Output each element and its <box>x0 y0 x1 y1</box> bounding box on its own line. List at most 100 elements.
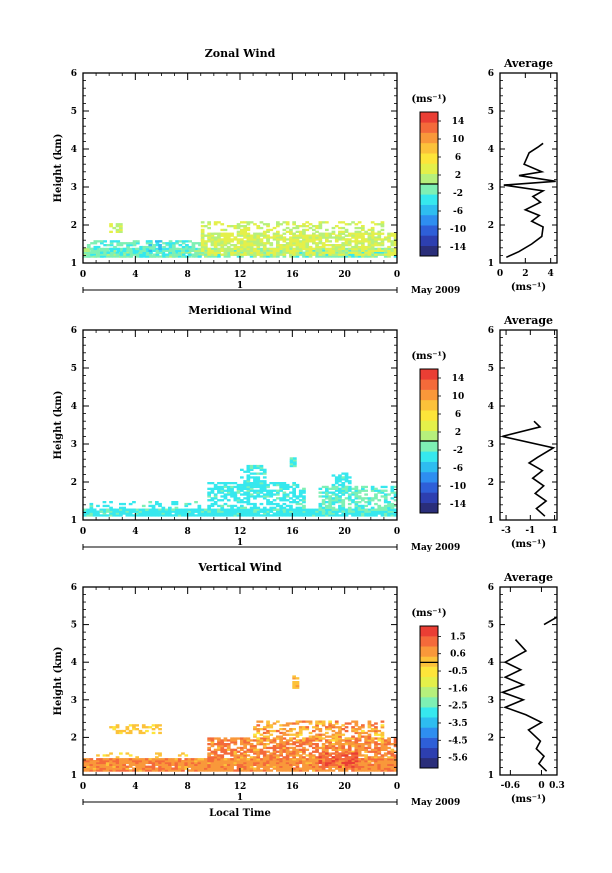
heatmap-cell <box>377 236 382 239</box>
heatmap-cell <box>217 240 221 243</box>
heatmap-cell <box>377 251 382 254</box>
heatmap-cell <box>325 514 329 517</box>
heatmap-cell <box>334 510 339 513</box>
heatmap-cell <box>331 502 336 506</box>
heatmap-cell <box>233 739 238 742</box>
heatmap-cell <box>200 245 205 249</box>
heatmap-cell <box>246 491 251 494</box>
heatmap-cell <box>240 242 244 245</box>
heatmap-cell <box>393 499 398 502</box>
heatmap-cell <box>318 756 323 759</box>
heatmap-cell <box>105 247 110 251</box>
heatmap-cell <box>259 483 264 487</box>
y-tick-label: 1 <box>71 516 77 526</box>
heatmap-cell <box>236 238 241 241</box>
heatmap-cell <box>374 733 378 736</box>
heatmap-cell <box>282 253 287 256</box>
heatmap-cell <box>285 495 290 498</box>
heatmap-cell <box>132 244 137 247</box>
heatmap-cell <box>119 763 123 766</box>
heatmap-cell <box>207 761 211 765</box>
heatmap-cell <box>240 232 244 235</box>
heatmap-cell <box>390 506 395 509</box>
heatmap-cell <box>119 223 123 226</box>
heatmap-cell <box>315 726 319 729</box>
heatmap-cell <box>354 497 359 500</box>
heatmap-cell <box>325 489 329 492</box>
heatmap-cell <box>187 514 192 517</box>
heatmap-cell <box>315 225 319 228</box>
heatmap-cell <box>361 234 365 237</box>
heatmap-cell <box>305 247 310 251</box>
heatmap-cell <box>155 249 160 252</box>
heatmap-cell <box>374 223 378 226</box>
heatmap-cell <box>210 242 215 245</box>
heatmap-cell <box>269 251 274 254</box>
heatmap-cell <box>89 767 94 770</box>
heatmap-cell <box>226 748 231 751</box>
heatmap-cell <box>285 487 290 490</box>
heatmap-cell <box>243 225 247 228</box>
heatmap-cell <box>357 735 362 738</box>
y-tick-label: 5 <box>71 107 77 117</box>
heatmap-cell <box>230 765 234 768</box>
heatmap-cell <box>151 765 156 768</box>
heatmap-cell <box>344 729 349 733</box>
heatmap-cell <box>99 510 104 513</box>
heatmap-cell <box>318 240 323 243</box>
heatmap-cell <box>285 514 290 517</box>
heatmap-cell <box>344 739 349 742</box>
heatmap-cell <box>207 737 211 740</box>
heatmap-cell <box>282 748 287 751</box>
heatmap-cell <box>220 748 225 751</box>
heatmap-cell <box>334 487 339 490</box>
heatmap-cell <box>161 767 166 770</box>
heatmap-cell <box>168 255 172 258</box>
heatmap-cell <box>184 514 189 517</box>
heatmap-cell <box>285 763 290 766</box>
heatmap-cell <box>276 512 280 515</box>
heatmap-cell <box>312 225 316 228</box>
heatmap-cell <box>253 480 257 483</box>
heatmap-cell <box>184 758 189 761</box>
heatmap-cell <box>344 249 349 252</box>
heatmap-cell <box>126 244 130 247</box>
heatmap-cell <box>213 242 218 245</box>
heatmap-cell <box>236 253 241 256</box>
heatmap-cell <box>292 253 296 256</box>
heatmap-cell <box>374 249 378 252</box>
heatmap-cell <box>207 495 211 498</box>
heatmap-cell <box>354 748 359 751</box>
heatmap-cell <box>243 245 247 249</box>
x-tick-label: 20 <box>338 270 351 280</box>
heatmap-cell <box>112 249 117 252</box>
heatmap-cell <box>331 744 336 748</box>
heatmap-cell <box>105 761 110 765</box>
heatmap-cell <box>298 729 303 733</box>
colorbar-swatch <box>420 214 438 226</box>
heatmap-cell <box>119 226 123 230</box>
heatmap-cell <box>240 234 244 237</box>
heatmap-cell <box>361 744 365 748</box>
heatmap-cell <box>351 247 355 251</box>
heatmap-cell <box>361 253 365 256</box>
heatmap-cell <box>318 251 323 254</box>
heatmap-cell <box>115 729 120 733</box>
heatmap-cell <box>115 251 120 254</box>
heatmap-cell <box>181 242 186 245</box>
heatmap-cell <box>295 255 300 258</box>
heatmap-cell <box>377 752 382 755</box>
heatmap-cell <box>293 457 297 460</box>
heatmap-cell <box>285 724 290 727</box>
heatmap-cell <box>155 752 159 755</box>
heatmap-cell <box>138 512 143 515</box>
heatmap-cell <box>181 765 185 768</box>
heatmap-cell <box>177 508 182 511</box>
heatmap-cell <box>272 232 277 235</box>
heatmap-cell <box>266 731 270 735</box>
heatmap-cell <box>151 760 156 763</box>
heatmap-cell <box>305 769 310 772</box>
panel-title: Vertical Wind <box>197 561 282 574</box>
heatmap-cell <box>393 232 398 235</box>
heatmap-cell <box>190 758 195 761</box>
